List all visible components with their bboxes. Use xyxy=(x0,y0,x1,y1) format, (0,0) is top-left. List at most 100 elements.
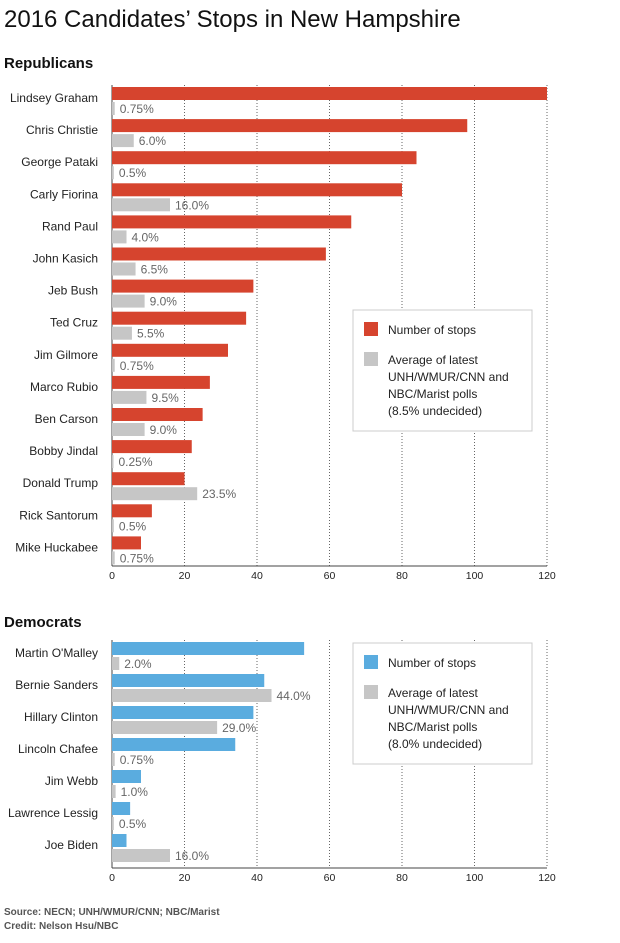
poll-value-label-rep: 4.0% xyxy=(132,230,160,244)
category-label-rep: Bobby Jindal xyxy=(29,444,98,458)
stops-bar-dem xyxy=(112,802,131,815)
legend-swatch-stops-dem xyxy=(364,655,378,669)
poll-bar-rep xyxy=(112,102,115,115)
poll-value-label-dem: 44.0% xyxy=(277,689,311,703)
legend-swatch-poll-rep xyxy=(364,352,378,366)
stops-bar-rep xyxy=(112,408,203,421)
x-tick-label-dem: 100 xyxy=(466,872,484,884)
stops-bar-rep xyxy=(112,215,352,229)
poll-bar-rep xyxy=(112,519,114,533)
stops-bar-dem xyxy=(112,706,254,719)
category-label-rep: Mike Huckabee xyxy=(15,540,98,554)
category-label-rep: Chris Christie xyxy=(26,123,98,137)
source-note: Source: NECN; UNH/WMUR/CNN; NBC/Marist xyxy=(4,907,220,918)
legend-label-poll-dem: Average of latest xyxy=(388,686,479,700)
stops-bar-rep xyxy=(112,151,417,165)
category-label-dem: Lincoln Chafee xyxy=(18,742,98,756)
poll-bar-rep xyxy=(112,326,132,340)
poll-bar-rep xyxy=(112,487,198,501)
legend-label-poll-rep: NBC/Marist polls xyxy=(388,387,477,401)
category-label-dem: Bernie Sanders xyxy=(15,678,98,692)
legend-label-stops-dem: Number of stops xyxy=(388,656,476,670)
poll-bar-rep xyxy=(112,134,134,148)
section-title-rep: Republicans xyxy=(4,55,93,72)
poll-bar-dem xyxy=(112,753,115,766)
stops-bar-rep xyxy=(112,472,185,486)
poll-value-label-dem: 2.0% xyxy=(124,657,152,671)
poll-value-label-rep: 0.75% xyxy=(120,551,154,565)
x-tick-label-dem: 80 xyxy=(396,872,408,884)
stops-bar-dem xyxy=(112,834,127,847)
poll-bar-rep xyxy=(112,166,114,180)
stops-bar-rep xyxy=(112,504,152,518)
poll-value-label-rep: 0.75% xyxy=(120,102,154,116)
poll-value-label-rep: 9.5% xyxy=(151,391,179,405)
poll-value-label-rep: 6.0% xyxy=(139,134,167,148)
stops-bar-dem xyxy=(112,642,305,655)
category-label-rep: Jeb Bush xyxy=(48,284,98,298)
poll-value-label-rep: 0.5% xyxy=(119,519,147,533)
category-label-rep: John Kasich xyxy=(33,252,98,266)
poll-bar-rep xyxy=(112,390,147,404)
poll-bar-dem xyxy=(112,849,170,862)
poll-value-label-rep: 0.5% xyxy=(119,166,147,180)
legend-label-poll-rep: UNH/WMUR/CNN and xyxy=(388,370,509,384)
poll-value-label-dem: 0.75% xyxy=(120,753,154,767)
category-label-rep: Ben Carson xyxy=(35,412,98,426)
stops-bar-dem xyxy=(112,770,141,783)
legend-label-poll-rep: Average of latest xyxy=(388,353,479,367)
poll-value-label-rep: 0.25% xyxy=(119,455,153,469)
x-tick-label-rep: 80 xyxy=(396,570,408,582)
stops-bar-rep xyxy=(112,183,402,197)
category-label-rep: Rand Paul xyxy=(42,219,98,233)
x-tick-label-dem: 20 xyxy=(179,872,191,884)
legend-swatch-stops-rep xyxy=(364,322,378,336)
poll-value-label-rep: 16.0% xyxy=(175,198,209,212)
stops-bar-rep xyxy=(112,247,326,261)
stops-bar-dem xyxy=(112,738,236,751)
category-label-dem: Jim Webb xyxy=(45,774,98,788)
x-tick-label-rep: 100 xyxy=(466,570,484,582)
footer: Source: NECN; UNH/WMUR/CNN; NBC/Marist C… xyxy=(4,906,220,934)
poll-bar-dem xyxy=(112,689,272,702)
poll-value-label-dem: 1.0% xyxy=(121,785,149,799)
poll-bar-dem xyxy=(112,817,114,830)
stops-bar-rep xyxy=(112,536,141,550)
stops-bar-rep xyxy=(112,311,247,325)
legend-label-poll-rep: (8.5% undecided) xyxy=(388,404,482,418)
category-label-dem: Lawrence Lessig xyxy=(8,806,98,820)
category-label-rep: Lindsey Graham xyxy=(10,91,98,105)
poll-value-label-rep: 0.75% xyxy=(120,359,154,373)
poll-value-label-rep: 6.5% xyxy=(141,263,169,277)
category-label-rep: Marco Rubio xyxy=(30,380,98,394)
legend-label-poll-dem: (8.0% undecided) xyxy=(388,737,482,751)
stops-bar-dem xyxy=(112,674,265,687)
category-label-dem: Martin O'Malley xyxy=(15,646,98,660)
x-tick-label-rep: 20 xyxy=(179,570,191,582)
chart-title: 2016 Candidates’ Stops in New Hampshire xyxy=(4,6,461,33)
poll-bar-rep xyxy=(112,294,145,308)
poll-value-label-rep: 9.0% xyxy=(150,423,178,437)
poll-bar-rep xyxy=(112,423,145,436)
x-tick-label-dem: 120 xyxy=(538,872,556,884)
x-tick-label-dem: 40 xyxy=(251,872,263,884)
category-label-rep: Donald Trump xyxy=(23,476,99,490)
poll-value-label-rep: 5.5% xyxy=(137,327,165,341)
stops-bar-rep xyxy=(112,119,468,133)
legend-box-rep xyxy=(352,309,533,432)
poll-value-label-dem: 29.0% xyxy=(222,721,256,735)
legend-swatch-poll-dem xyxy=(364,685,378,699)
poll-bar-rep xyxy=(112,262,136,276)
poll-bar-rep xyxy=(112,551,115,565)
stops-bar-rep xyxy=(112,87,547,100)
legend-label-poll-dem: UNH/WMUR/CNN and xyxy=(388,703,509,717)
category-label-rep: George Pataki xyxy=(21,155,98,169)
category-label-dem: Joe Biden xyxy=(45,838,98,852)
poll-bar-dem xyxy=(112,785,116,798)
stops-bar-rep xyxy=(112,375,210,389)
poll-value-label-dem: 16.0% xyxy=(175,849,209,863)
poll-value-label-rep: 9.0% xyxy=(150,295,178,309)
poll-bar-dem xyxy=(112,721,218,734)
x-tick-label-dem: 0 xyxy=(109,872,115,884)
